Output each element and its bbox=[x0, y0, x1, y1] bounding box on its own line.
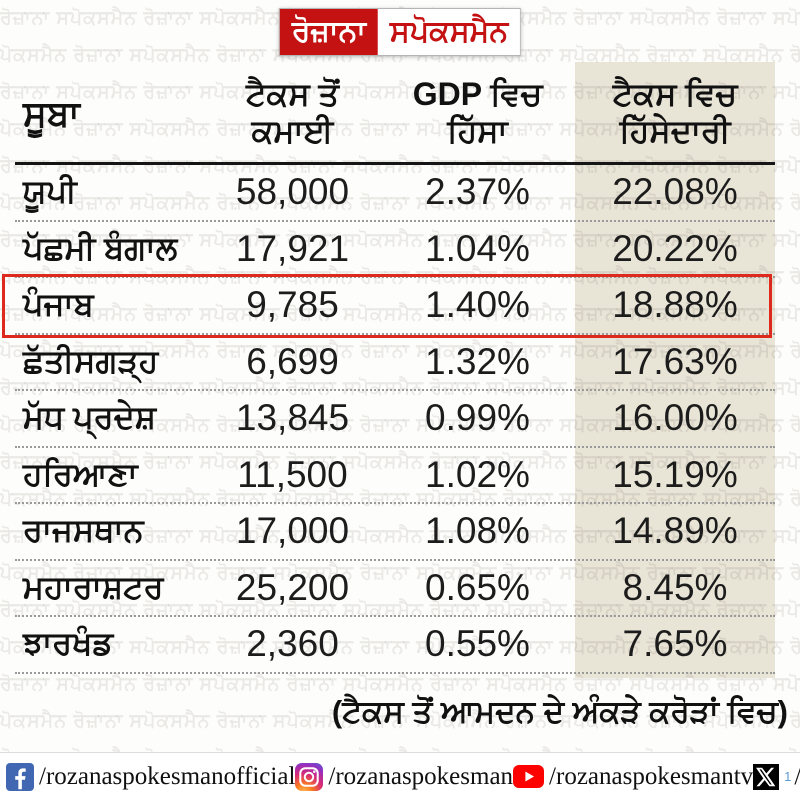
tax-share-cell: 18.88% bbox=[612, 284, 738, 326]
gdp-share-cell: 1.32% bbox=[425, 340, 530, 382]
tax-income-cell: 6,699 bbox=[246, 340, 339, 382]
tax-share-cell: 16.00% bbox=[612, 397, 738, 439]
logo-part-spokesman: ਸਪੋਕਸਮੈਨ bbox=[377, 9, 521, 55]
state-cell: ਛੱਤੀਸਗੜ੍ਹ bbox=[23, 342, 159, 379]
facebook-link[interactable]: /rozanaspokesmanofficial bbox=[6, 762, 296, 791]
tax-table: ਸੂਬਾ ਟੈਕਸ ਤੋਂ ਕਮਾਈ GDP ਵਿਚ ਹਿੱਸਾ ਟੈਕਸ ਵਿ… bbox=[2, 64, 775, 674]
publication-logo: ਰੋਜ਼ਾਨਾ ਸਪੋਕਸਮੈਨ bbox=[278, 8, 522, 56]
state-cell: ਪੰਜਾਬ bbox=[23, 286, 94, 323]
state-cell: ਹਰਿਆਣਾ bbox=[23, 455, 138, 492]
state-cell: ਮੱਧ ਪ੍ਰਦੇਸ਼ bbox=[23, 399, 157, 436]
tax-share-cell: 7.65% bbox=[622, 623, 728, 665]
x-handle: /rozanaspokesman bbox=[794, 763, 800, 791]
table-row: ਮਹਾਰਾਸ਼ਟਰ 25,200 0.65% 8.45% bbox=[15, 561, 775, 617]
table-row: ਰਾਜਸਥਾਨ 17,000 1.08% 14.89% bbox=[15, 504, 775, 561]
x-link[interactable]: 1 /rozanaspokesman bbox=[753, 763, 800, 791]
state-cell: ਝਾਰਖੰਡ bbox=[23, 625, 114, 662]
table-row: ਛੱਤੀਸਗੜ੍ਹ 6,699 1.32% 17.63% bbox=[15, 335, 775, 391]
tax-share-cell: 8.45% bbox=[622, 566, 728, 608]
table-header-row: ਸੂਬਾ ਟੈਕਸ ਤੋਂ ਕਮਾਈ GDP ਵਿਚ ਹਿੱਸਾ ਟੈਕਸ ਵਿ… bbox=[15, 64, 775, 165]
youtube-link[interactable]: /rozanaspokesmantv bbox=[513, 763, 753, 791]
gdp-share-cell: 2.37% bbox=[425, 171, 530, 213]
logo-part-rozana: ਰੋਜ਼ਾਨਾ bbox=[279, 9, 378, 55]
gdp-share-cell: 1.02% bbox=[425, 453, 530, 495]
tax-income-cell: 11,500 bbox=[237, 453, 348, 495]
tax-income-cell: 9,785 bbox=[246, 284, 339, 326]
tax-income-cell: 2,360 bbox=[246, 623, 339, 665]
gdp-share-cell: 1.40% bbox=[425, 284, 530, 326]
tax-share-cell: 22.08% bbox=[612, 171, 738, 213]
tax-share-cell: 17.63% bbox=[612, 340, 738, 382]
x-icon bbox=[753, 763, 780, 790]
header-state: ਸੂਬਾ bbox=[23, 92, 80, 134]
table-row: ਝਾਰਖੰਡ 2,360 0.55% 7.65% bbox=[15, 617, 775, 674]
table-row-highlighted: ਪੰਜਾਬ 9,785 1.40% 18.88% bbox=[2, 274, 775, 338]
gdp-share-cell: 1.04% bbox=[425, 227, 530, 269]
instagram-icon bbox=[295, 762, 324, 791]
tax-income-cell: 25,200 bbox=[235, 566, 350, 608]
header-tax-income: ਟੈਕਸ ਤੋਂ ਕਮਾਈ bbox=[245, 76, 340, 149]
gdp-share-cell: 1.08% bbox=[425, 510, 530, 552]
table-row: ਯੂਪੀ 58,000 2.37% 22.08% bbox=[15, 165, 775, 222]
tax-income-cell: 58,000 bbox=[235, 171, 350, 213]
table-row: ਪੱਛਮੀ ਬੰਗਾਲ 17,921 1.04% 20.22% bbox=[15, 222, 775, 278]
state-cell: ਰਾਜਸਥਾਨ bbox=[23, 512, 144, 549]
state-cell: ਯੂਪੀ bbox=[23, 173, 77, 210]
tax-share-cell: 15.19% bbox=[612, 453, 738, 495]
tax-income-cell: 13,845 bbox=[235, 397, 350, 439]
tax-income-cell: 17,921 bbox=[235, 227, 350, 269]
header-tax-share: ਟੈਕਸ ਵਿਚ ਹਿੱਸੇਦਾਰੀ bbox=[612, 76, 738, 149]
state-cell: ਮਹਾਰਾਸ਼ਟਰ bbox=[23, 568, 164, 605]
instagram-link[interactable]: /rozanaspokesman bbox=[295, 762, 514, 791]
social-footer: /rozanaspokesmanofficial /rozanaspokesma… bbox=[0, 752, 800, 800]
tax-share-cell: 14.89% bbox=[612, 510, 738, 552]
instagram-handle: /rozanaspokesman bbox=[328, 762, 514, 790]
tax-share-cell: 20.22% bbox=[612, 227, 738, 269]
stray-superscript: 1 bbox=[784, 769, 792, 784]
tax-income-cell: 17,000 bbox=[235, 510, 350, 552]
table-row: ਹਰਿਆਣਾ 11,500 1.02% 15.19% bbox=[15, 448, 775, 504]
units-footnote: (ਟੈਕਸ ਤੋਂ ਆਮਦਨ ਦੇ ਅੰਕੜੇ ਕਰੋੜਾਂ ਵਿਚ) bbox=[331, 694, 788, 729]
header-gdp-share: GDP ਵਿਚ ਹਿੱਸਾ bbox=[412, 76, 543, 149]
gdp-share-cell: 0.65% bbox=[425, 566, 530, 608]
youtube-icon bbox=[513, 765, 545, 788]
facebook-icon bbox=[6, 762, 34, 791]
gdp-share-cell: 0.55% bbox=[425, 623, 530, 665]
state-cell: ਪੱਛਮੀ ਬੰਗਾਲ bbox=[23, 229, 178, 266]
table-row: ਮੱਧ ਪ੍ਰਦੇਸ਼ 13,845 0.99% 16.00% bbox=[15, 391, 775, 448]
gdp-share-cell: 0.99% bbox=[425, 397, 530, 439]
facebook-handle: /rozanaspokesmanofficial bbox=[39, 762, 296, 790]
youtube-handle: /rozanaspokesmantv bbox=[549, 762, 754, 790]
